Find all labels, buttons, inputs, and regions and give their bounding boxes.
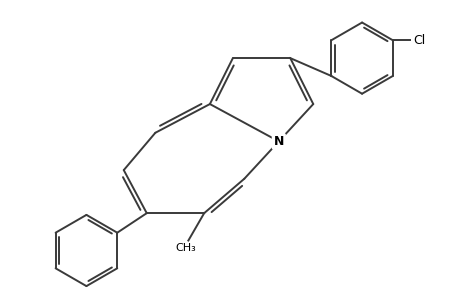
Text: N: N — [273, 135, 283, 148]
Text: CH₃: CH₃ — [175, 243, 196, 254]
Text: Cl: Cl — [412, 34, 424, 47]
